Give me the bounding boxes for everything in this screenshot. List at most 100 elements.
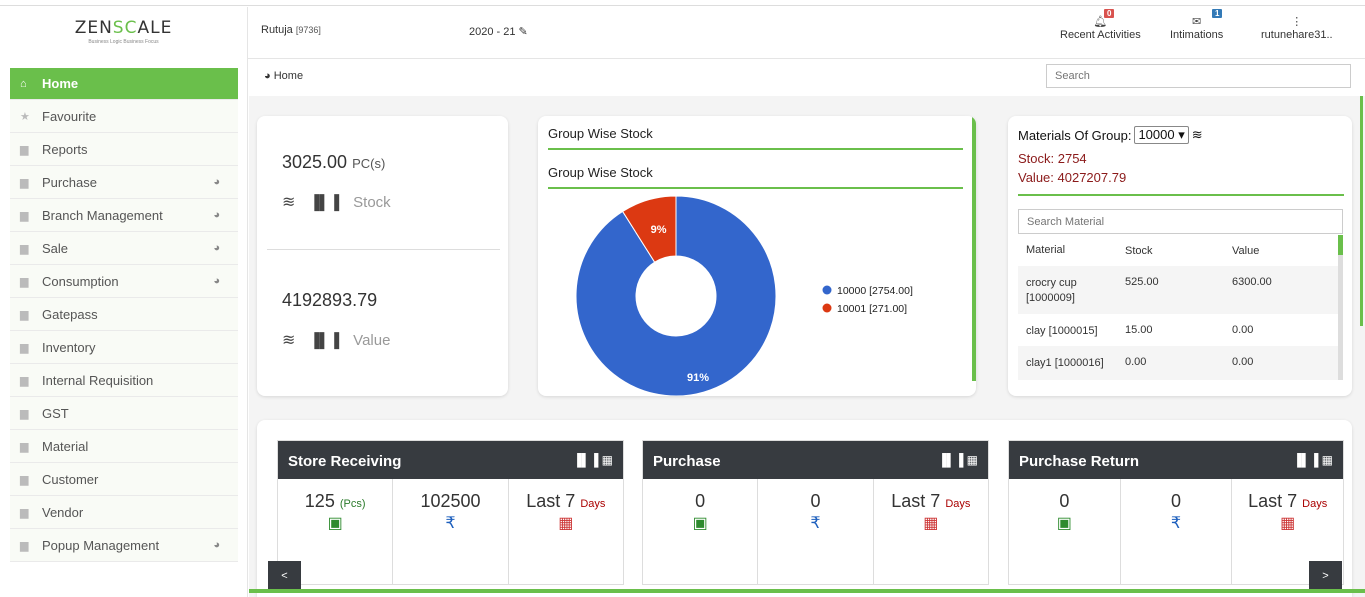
edit-icon[interactable]: ✎ <box>518 26 528 38</box>
carousel-next-button[interactable]: > <box>1309 561 1342 591</box>
dashboard-icon[interactable]: ◕ <box>213 539 220 551</box>
pie-slice[interactable] <box>575 195 777 396</box>
stock-unit: PC(s) <box>352 156 386 171</box>
quantity-value: 125 <box>304 491 335 511</box>
slice-percent-label: 9% <box>651 224 667 236</box>
sidebar-item-gatepass[interactable]: ▆ Gatepass <box>10 298 238 331</box>
chart-title: Group Wise Stock <box>548 165 963 189</box>
database-icon[interactable]: ≋ <box>1191 127 1203 142</box>
column-header-value: Value <box>1232 244 1260 257</box>
value-label: Value <box>353 331 391 349</box>
period-value: Last 7 <box>526 491 576 511</box>
folder-icon: ▆ <box>20 341 29 354</box>
materials-group-selector: Materials Of Group: 10000 ▾ ≋ <box>1018 126 1203 144</box>
card-title: Group Wise Stock <box>548 126 963 150</box>
sidebar-item-gst[interactable]: ▆ GST <box>10 397 238 430</box>
table-row[interactable]: clay [1000015] 15.00 0.00 <box>1018 314 1343 346</box>
calendar-icon[interactable]: ▦ <box>558 515 574 532</box>
chart-calendar-icons[interactable]: ▐▌▐ ▦ <box>1292 453 1333 467</box>
carousel-prev-button[interactable]: < <box>268 561 301 591</box>
sidebar-item-internal-requisition[interactable]: ▆ Internal Requisition <box>10 364 238 397</box>
sidebar-item-customer[interactable]: ▆ Customer <box>10 463 238 496</box>
account-menu[interactable]: ⋮ rutunehare31.. <box>1261 15 1333 41</box>
period-cell: Last 7 Days ▦ <box>1232 479 1343 584</box>
pie-slice[interactable] <box>621 195 677 263</box>
sidebar-item-popup-management[interactable]: ▆ Popup Management ◕ <box>10 529 238 562</box>
quantity-cell: 0 ▣ <box>1009 479 1121 584</box>
page-scroll-indicator[interactable] <box>1360 96 1363 326</box>
sidebar-item-material[interactable]: ▆ Material <box>10 430 238 463</box>
legend-entry[interactable]: 10001 [271.00] <box>837 303 907 315</box>
star-icon: ★ <box>20 110 30 123</box>
cubes-icon: ▣ <box>1056 515 1072 532</box>
sidebar-item-label: Gatepass <box>42 306 98 322</box>
search-input[interactable] <box>1046 64 1351 88</box>
column-header-stock: Stock <box>1125 244 1153 257</box>
intimations[interactable]: ✉ 1 Intimations <box>1170 9 1223 41</box>
group-stock-text: Stock: 2754 <box>1018 151 1087 166</box>
scrollbar-thumb[interactable] <box>1338 235 1343 255</box>
folder-icon: ▆ <box>20 176 29 189</box>
quantity-value: 0 <box>1059 491 1070 511</box>
rupee-icon: ₹ <box>445 515 456 532</box>
folder-icon: ▆ <box>20 440 29 453</box>
summary-card: 3025.00 PC(s) ≋ ▐▌▐ Stock 4192893.79 ≋ ▐▌▐ V… <box>257 116 508 396</box>
group-select[interactable]: 10000 ▾ <box>1134 126 1189 144</box>
sidebar-item-favourite[interactable]: ★ Favourite <box>10 100 238 133</box>
dashboard-icon[interactable]: ◕ <box>213 275 220 287</box>
chart-calendar-icons[interactable]: ▐▌▐ ▦ <box>937 453 978 467</box>
folder-icon: ▆ <box>20 506 29 519</box>
recent-badge: 0 <box>1104 9 1115 18</box>
sidebar-item-reports[interactable]: ▆ Reports <box>10 133 238 166</box>
chart-calendar-icons[interactable]: ▐▌▐ ▦ <box>572 453 613 467</box>
folder-icon: ▆ <box>20 242 29 255</box>
file-icon: ▆ <box>20 143 29 156</box>
calendar-icon[interactable]: ▦ <box>923 515 939 532</box>
dashboard-icon[interactable]: ◕ <box>213 209 220 221</box>
dashboard-icon[interactable]: ◕ <box>213 242 220 254</box>
breadcrumb-home: Home <box>273 70 304 82</box>
table-row[interactable]: crocry cup [1000009] 525.00 6300.00 <box>1018 266 1343 314</box>
financial-year[interactable]: 2020 - 21 ✎ <box>469 25 528 38</box>
donut-chart: 91% 10000 [2754.00] 9% 10001 [271.00] <box>575 195 913 396</box>
calendar-icon[interactable]: ▦ <box>1280 515 1296 532</box>
sidebar-item-sale[interactable]: ▆ Sale ◕ <box>10 232 238 265</box>
sidebar-item-inventory[interactable]: ▆ Inventory <box>10 331 238 364</box>
cell-value: 6300.00 <box>1232 276 1272 288</box>
search-material-input[interactable] <box>1018 209 1343 234</box>
legend-entry[interactable]: 10000 [2754.00] <box>837 285 913 297</box>
period-cell: Last 7 Days ▦ <box>874 479 988 584</box>
period-unit: Days <box>945 498 971 510</box>
amount-value: 102500 <box>420 491 481 511</box>
bar-chart-icon[interactable]: ▐▌▐ <box>309 194 340 210</box>
legend-swatch <box>822 303 832 313</box>
sidebar-item-consumption[interactable]: ▆ Consumption ◕ <box>10 265 238 298</box>
cell-value: 0.00 <box>1232 356 1254 368</box>
table-scrollbar[interactable] <box>1338 235 1343 380</box>
logo-text: ZEN <box>74 18 113 38</box>
store-receiving-panel: Store Receiving ▐▌▐ ▦ 125 (Pcs) ▣ 102500 ₹ … <box>277 440 624 585</box>
group-select-value: 10000 <box>1138 127 1175 142</box>
account-label: rutunehare31.. <box>1261 29 1333 41</box>
panel-header: Purchase ▐▌▐ ▦ <box>643 441 988 479</box>
dashboard-icon[interactable]: ◕ <box>213 176 220 188</box>
folder-icon: ▆ <box>20 539 29 552</box>
cubes-icon: ▣ <box>327 515 343 532</box>
recent-label: Recent Activities <box>1060 29 1141 41</box>
recent-activities[interactable]: 🔔︎ 0 Recent Activities <box>1060 9 1141 41</box>
user-name-text: Rutuja <box>261 24 293 36</box>
sidebar-item-purchase[interactable]: ▆ Purchase ◕ <box>10 166 238 199</box>
breadcrumb[interactable]: ◕ Home <box>264 70 303 82</box>
table-row[interactable]: clay1 [1000016] 0.00 0.00 <box>1018 346 1343 380</box>
home-icon: ⌂ <box>20 77 27 90</box>
sidebar-item-home[interactable]: ⌂ Home <box>10 68 238 100</box>
database-icon: ≋ <box>282 194 296 211</box>
stock-row: ≋ ▐▌▐ Stock <box>282 192 391 212</box>
bar-chart-icon[interactable]: ▐▌▐ <box>309 332 340 348</box>
logo[interactable]: ZENSCALE Business Logic Business Focus <box>0 7 248 59</box>
folder-icon: ▆ <box>20 209 29 222</box>
quantity-cell: 125 (Pcs) ▣ <box>278 479 394 584</box>
cell-stock: 15.00 <box>1125 324 1153 336</box>
sidebar-item-vendor[interactable]: ▆ Vendor <box>10 496 238 529</box>
sidebar-item-branch-management[interactable]: ▆ Branch Management ◕ <box>10 199 238 232</box>
